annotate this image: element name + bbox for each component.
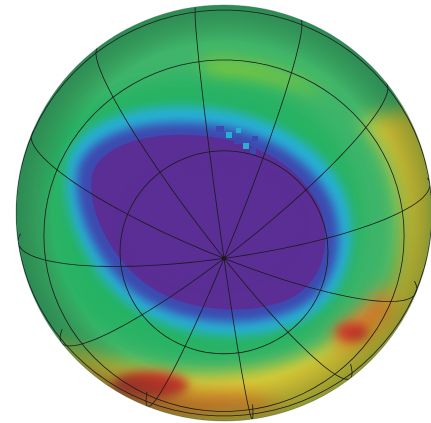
meridian-line (223, 19, 303, 259)
meridian-line (223, 82, 389, 259)
meridian-line (145, 258, 225, 407)
graticule (16, 7, 431, 420)
parallel-line (16, 9, 431, 417)
meridian-line (30, 130, 225, 259)
meridian-line (17, 233, 225, 267)
meridian-line (223, 258, 254, 420)
meridian-line (59, 258, 225, 347)
meridian-line (223, 258, 418, 302)
meridian-line (223, 177, 431, 259)
south-pole-marker (221, 256, 227, 261)
globe-rim (15, 4, 431, 422)
parallel-line (43, 59, 405, 412)
parallel-line (119, 150, 329, 355)
meridian-line (194, 7, 225, 259)
meridian-line (95, 47, 225, 259)
globe-surface (16, 5, 431, 421)
meridian-line (223, 258, 353, 380)
